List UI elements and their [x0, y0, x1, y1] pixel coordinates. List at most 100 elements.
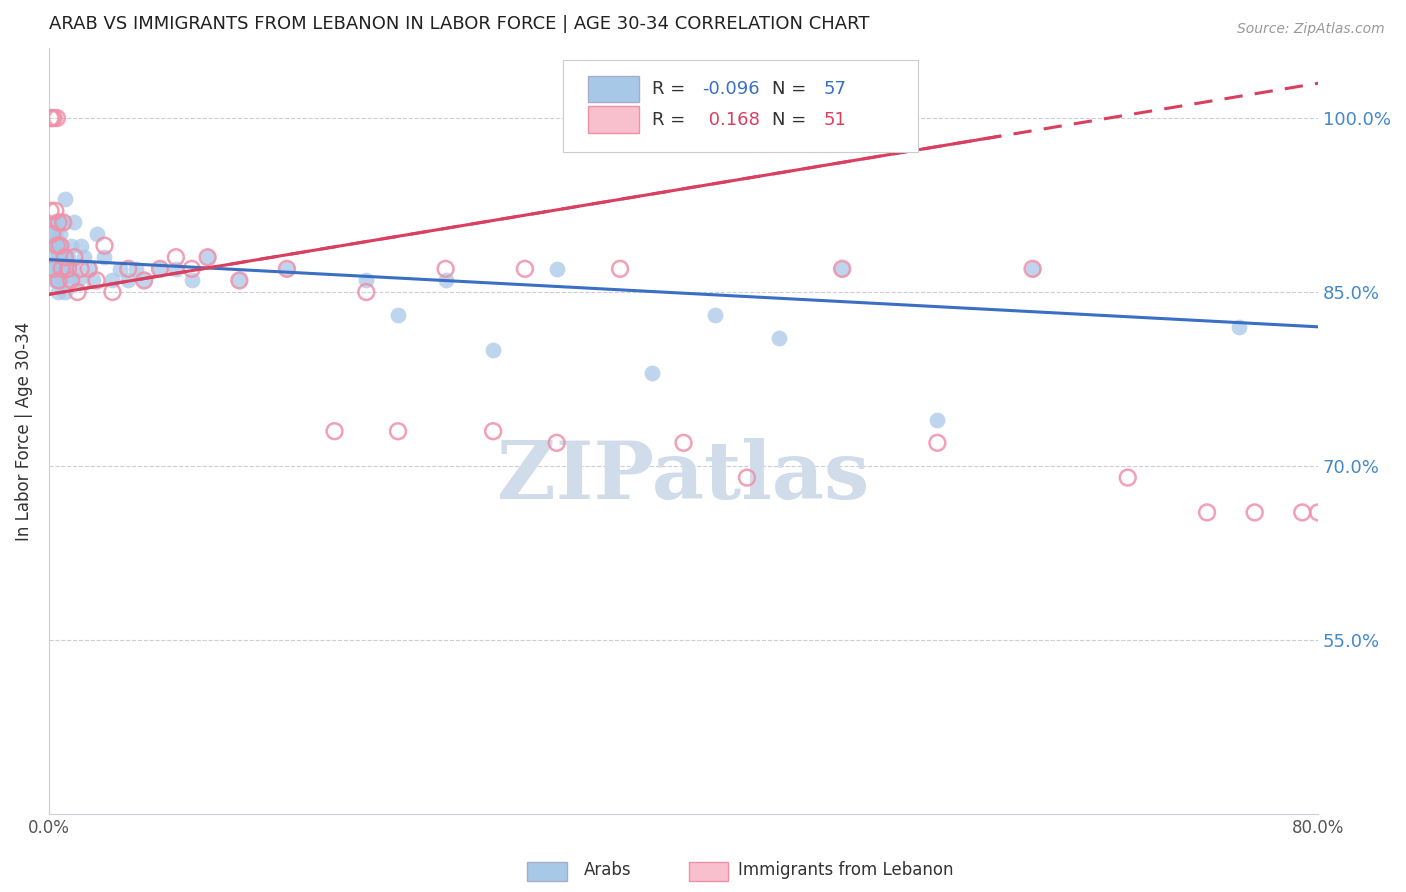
Point: [387, 424, 409, 438]
Point: [55, 261, 77, 276]
Point: [831, 261, 853, 276]
Point: [831, 261, 853, 276]
Text: R =: R =: [652, 80, 690, 98]
FancyBboxPatch shape: [588, 106, 640, 133]
Point: [228, 273, 250, 287]
Point: [51, 273, 73, 287]
Point: [434, 273, 457, 287]
Point: [323, 424, 346, 438]
Point: [276, 261, 298, 276]
Point: [41, 215, 63, 229]
Point: [165, 250, 187, 264]
Point: [56, 261, 79, 276]
Point: [39, 111, 62, 125]
Text: ARAB VS IMMIGRANTS FROM LEBANON IN LABOR FORCE | AGE 30-34 CORRELATION CHART: ARAB VS IMMIGRANTS FROM LEBANON IN LABOR…: [49, 15, 869, 33]
Point: [45, 215, 67, 229]
Point: [125, 261, 148, 276]
Point: [49, 238, 72, 252]
Point: [77, 261, 100, 276]
Point: [149, 261, 172, 276]
FancyBboxPatch shape: [562, 60, 918, 152]
Text: Immigrants from Lebanon: Immigrants from Lebanon: [738, 861, 953, 879]
Point: [48, 215, 70, 229]
Point: [927, 412, 949, 426]
Point: [101, 273, 124, 287]
Point: [73, 250, 96, 264]
Point: [41, 261, 63, 276]
Point: [53, 285, 76, 299]
Point: [69, 238, 91, 252]
Text: Source: ZipAtlas.com: Source: ZipAtlas.com: [1237, 22, 1385, 37]
Point: [49, 227, 72, 241]
Point: [641, 366, 664, 380]
Point: [434, 261, 457, 276]
Point: [82, 273, 104, 287]
Point: [86, 273, 108, 287]
Point: [44, 261, 66, 276]
Point: [60, 238, 83, 252]
Point: [48, 273, 70, 287]
Point: [39, 227, 62, 241]
Point: [1197, 505, 1219, 519]
Point: [927, 435, 949, 450]
Point: [63, 215, 86, 229]
Point: [704, 308, 727, 322]
Point: [53, 250, 76, 264]
Point: [53, 192, 76, 206]
Point: [609, 261, 631, 276]
Point: [134, 273, 156, 287]
Point: [66, 285, 89, 299]
Point: [42, 111, 65, 125]
Point: [197, 250, 219, 264]
Text: N =: N =: [772, 80, 813, 98]
Text: ZIPatlas: ZIPatlas: [498, 438, 870, 516]
Point: [180, 273, 202, 287]
Point: [66, 273, 89, 287]
Point: [63, 250, 86, 264]
Point: [58, 273, 80, 287]
Point: [93, 250, 115, 264]
Point: [1227, 319, 1250, 334]
Text: 57: 57: [823, 80, 846, 98]
Point: [42, 261, 65, 276]
Point: [45, 238, 67, 252]
Point: [735, 470, 758, 484]
Point: [51, 238, 73, 252]
Point: [117, 261, 139, 276]
Point: [52, 250, 75, 264]
Text: 51: 51: [823, 111, 846, 128]
Point: [93, 238, 115, 252]
Point: [149, 261, 172, 276]
Point: [69, 261, 91, 276]
Point: [197, 250, 219, 264]
Point: [482, 343, 505, 357]
Point: [546, 435, 568, 450]
Point: [228, 273, 250, 287]
Point: [1116, 470, 1139, 484]
Point: [42, 238, 65, 252]
Point: [62, 261, 84, 276]
Point: [42, 273, 65, 287]
Y-axis label: In Labor Force | Age 30-34: In Labor Force | Age 30-34: [15, 322, 32, 541]
Point: [39, 250, 62, 264]
Point: [482, 424, 505, 438]
Point: [117, 273, 139, 287]
Point: [45, 111, 67, 125]
Point: [77, 261, 100, 276]
Point: [387, 308, 409, 322]
Point: [51, 261, 73, 276]
Point: [1323, 505, 1346, 519]
Text: Arabs: Arabs: [583, 861, 631, 879]
Point: [356, 285, 378, 299]
Point: [165, 261, 187, 276]
Point: [134, 273, 156, 287]
Point: [39, 203, 62, 218]
Point: [49, 261, 72, 276]
FancyBboxPatch shape: [588, 76, 640, 103]
Point: [48, 250, 70, 264]
Point: [1308, 505, 1330, 519]
Text: R =: R =: [652, 111, 690, 128]
Point: [101, 285, 124, 299]
Point: [546, 261, 568, 276]
Point: [180, 261, 202, 276]
